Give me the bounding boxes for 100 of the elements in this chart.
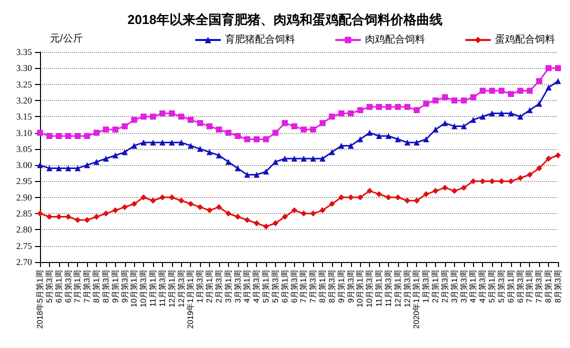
y-tick-label: 3.10 [16, 128, 32, 138]
point [150, 139, 156, 146]
point [263, 136, 270, 142]
y-tick-label: 3.35 [16, 47, 32, 57]
point [150, 198, 156, 204]
x-tick-label: 1月第3周 [422, 270, 431, 303]
x-tick-label: 3月第3周 [459, 270, 468, 303]
point [178, 198, 184, 204]
x-tick-label: 9月第1周 [110, 270, 120, 303]
point [451, 123, 458, 130]
point [46, 214, 52, 220]
y-tick-label: 3.20 [16, 95, 32, 106]
point [348, 110, 354, 116]
x-tick-label: 7月第3周 [308, 270, 318, 303]
point [357, 107, 364, 114]
y-tick-label: 2.80 [16, 224, 32, 235]
point [131, 116, 138, 123]
point [140, 139, 147, 146]
point [56, 165, 62, 172]
point [140, 114, 147, 120]
x-tick-label: 5月第3周 [44, 270, 54, 303]
point [423, 136, 430, 142]
point [536, 78, 542, 84]
point [122, 149, 128, 156]
point [112, 207, 118, 214]
point [37, 162, 43, 168]
point [168, 139, 175, 146]
point [282, 214, 288, 220]
x-tick-label: 5月第3周 [496, 270, 506, 303]
x-tick-label: 2月第3周 [440, 270, 450, 303]
point [414, 198, 420, 204]
x-tick-label: 6月第3周 [64, 270, 73, 303]
y-tick-label: 2.90 [16, 192, 32, 202]
point [216, 126, 222, 133]
y-tick-label: 2.75 [16, 240, 32, 251]
point [94, 214, 100, 220]
point [470, 116, 476, 123]
chart-title: 2018年以来全国育肥猪、肉鸡和蛋鸡配合饲料价格曲线 [128, 12, 442, 27]
point [122, 204, 128, 210]
point [159, 110, 166, 116]
point [159, 139, 166, 146]
point [206, 123, 213, 130]
point [254, 220, 260, 226]
point [498, 88, 504, 94]
point [508, 110, 514, 116]
y-tick-label: 2.85 [16, 208, 32, 219]
point [526, 88, 533, 94]
point [244, 136, 250, 142]
point [65, 133, 72, 139]
x-tick-label: 2月第1周 [205, 270, 214, 303]
point [376, 104, 382, 110]
x-tick-label: 5月第3周 [270, 270, 280, 303]
point [385, 133, 392, 139]
point [546, 65, 552, 72]
point [188, 200, 194, 207]
point [300, 210, 307, 217]
x-tick-label: 9月第3周 [346, 270, 356, 303]
point [460, 184, 467, 191]
point [489, 88, 496, 94]
point [414, 107, 420, 114]
point [328, 200, 335, 207]
y-axis-title: 元/公斤 [50, 32, 83, 44]
point [291, 123, 298, 130]
point [225, 130, 232, 136]
point [404, 139, 410, 146]
y-tick-label: 3.05 [16, 144, 32, 154]
point [300, 126, 307, 133]
x-tick-label: 8月第1周 [92, 270, 102, 303]
point [102, 126, 109, 133]
x-tick-label: 2019年1月第1周 [186, 270, 196, 329]
point [451, 97, 458, 104]
point [272, 130, 278, 136]
point [206, 149, 213, 156]
y-tick-label: 3.25 [16, 79, 32, 90]
x-tick-label: 4月第1周 [242, 270, 252, 303]
x-tick-label: 2月第1周 [431, 270, 440, 303]
point [338, 110, 344, 116]
x-tick-label: 11月第1周 [374, 270, 384, 307]
x-tick-label: 11月第3周 [158, 270, 167, 307]
point [94, 130, 100, 136]
point [517, 114, 524, 120]
y-tick-label: 3.30 [16, 63, 32, 74]
x-tick-label: 6月第3周 [516, 270, 525, 303]
x-tick-label: 8月第1周 [544, 270, 554, 303]
x-tick-label: 7月第3周 [534, 270, 544, 303]
point [432, 188, 439, 194]
point [357, 194, 364, 200]
point [291, 156, 298, 162]
point [178, 114, 184, 120]
x-tick-label: 3月第3周 [233, 270, 242, 303]
point [310, 156, 316, 162]
point [366, 130, 373, 136]
point [37, 130, 43, 136]
point [56, 133, 62, 139]
point [254, 172, 260, 178]
legend-label: 蛋鸡配合饲料 [495, 34, 555, 46]
point [206, 207, 213, 214]
x-tick-label: 7月第1周 [299, 270, 308, 303]
point [460, 97, 467, 104]
point [508, 91, 514, 97]
